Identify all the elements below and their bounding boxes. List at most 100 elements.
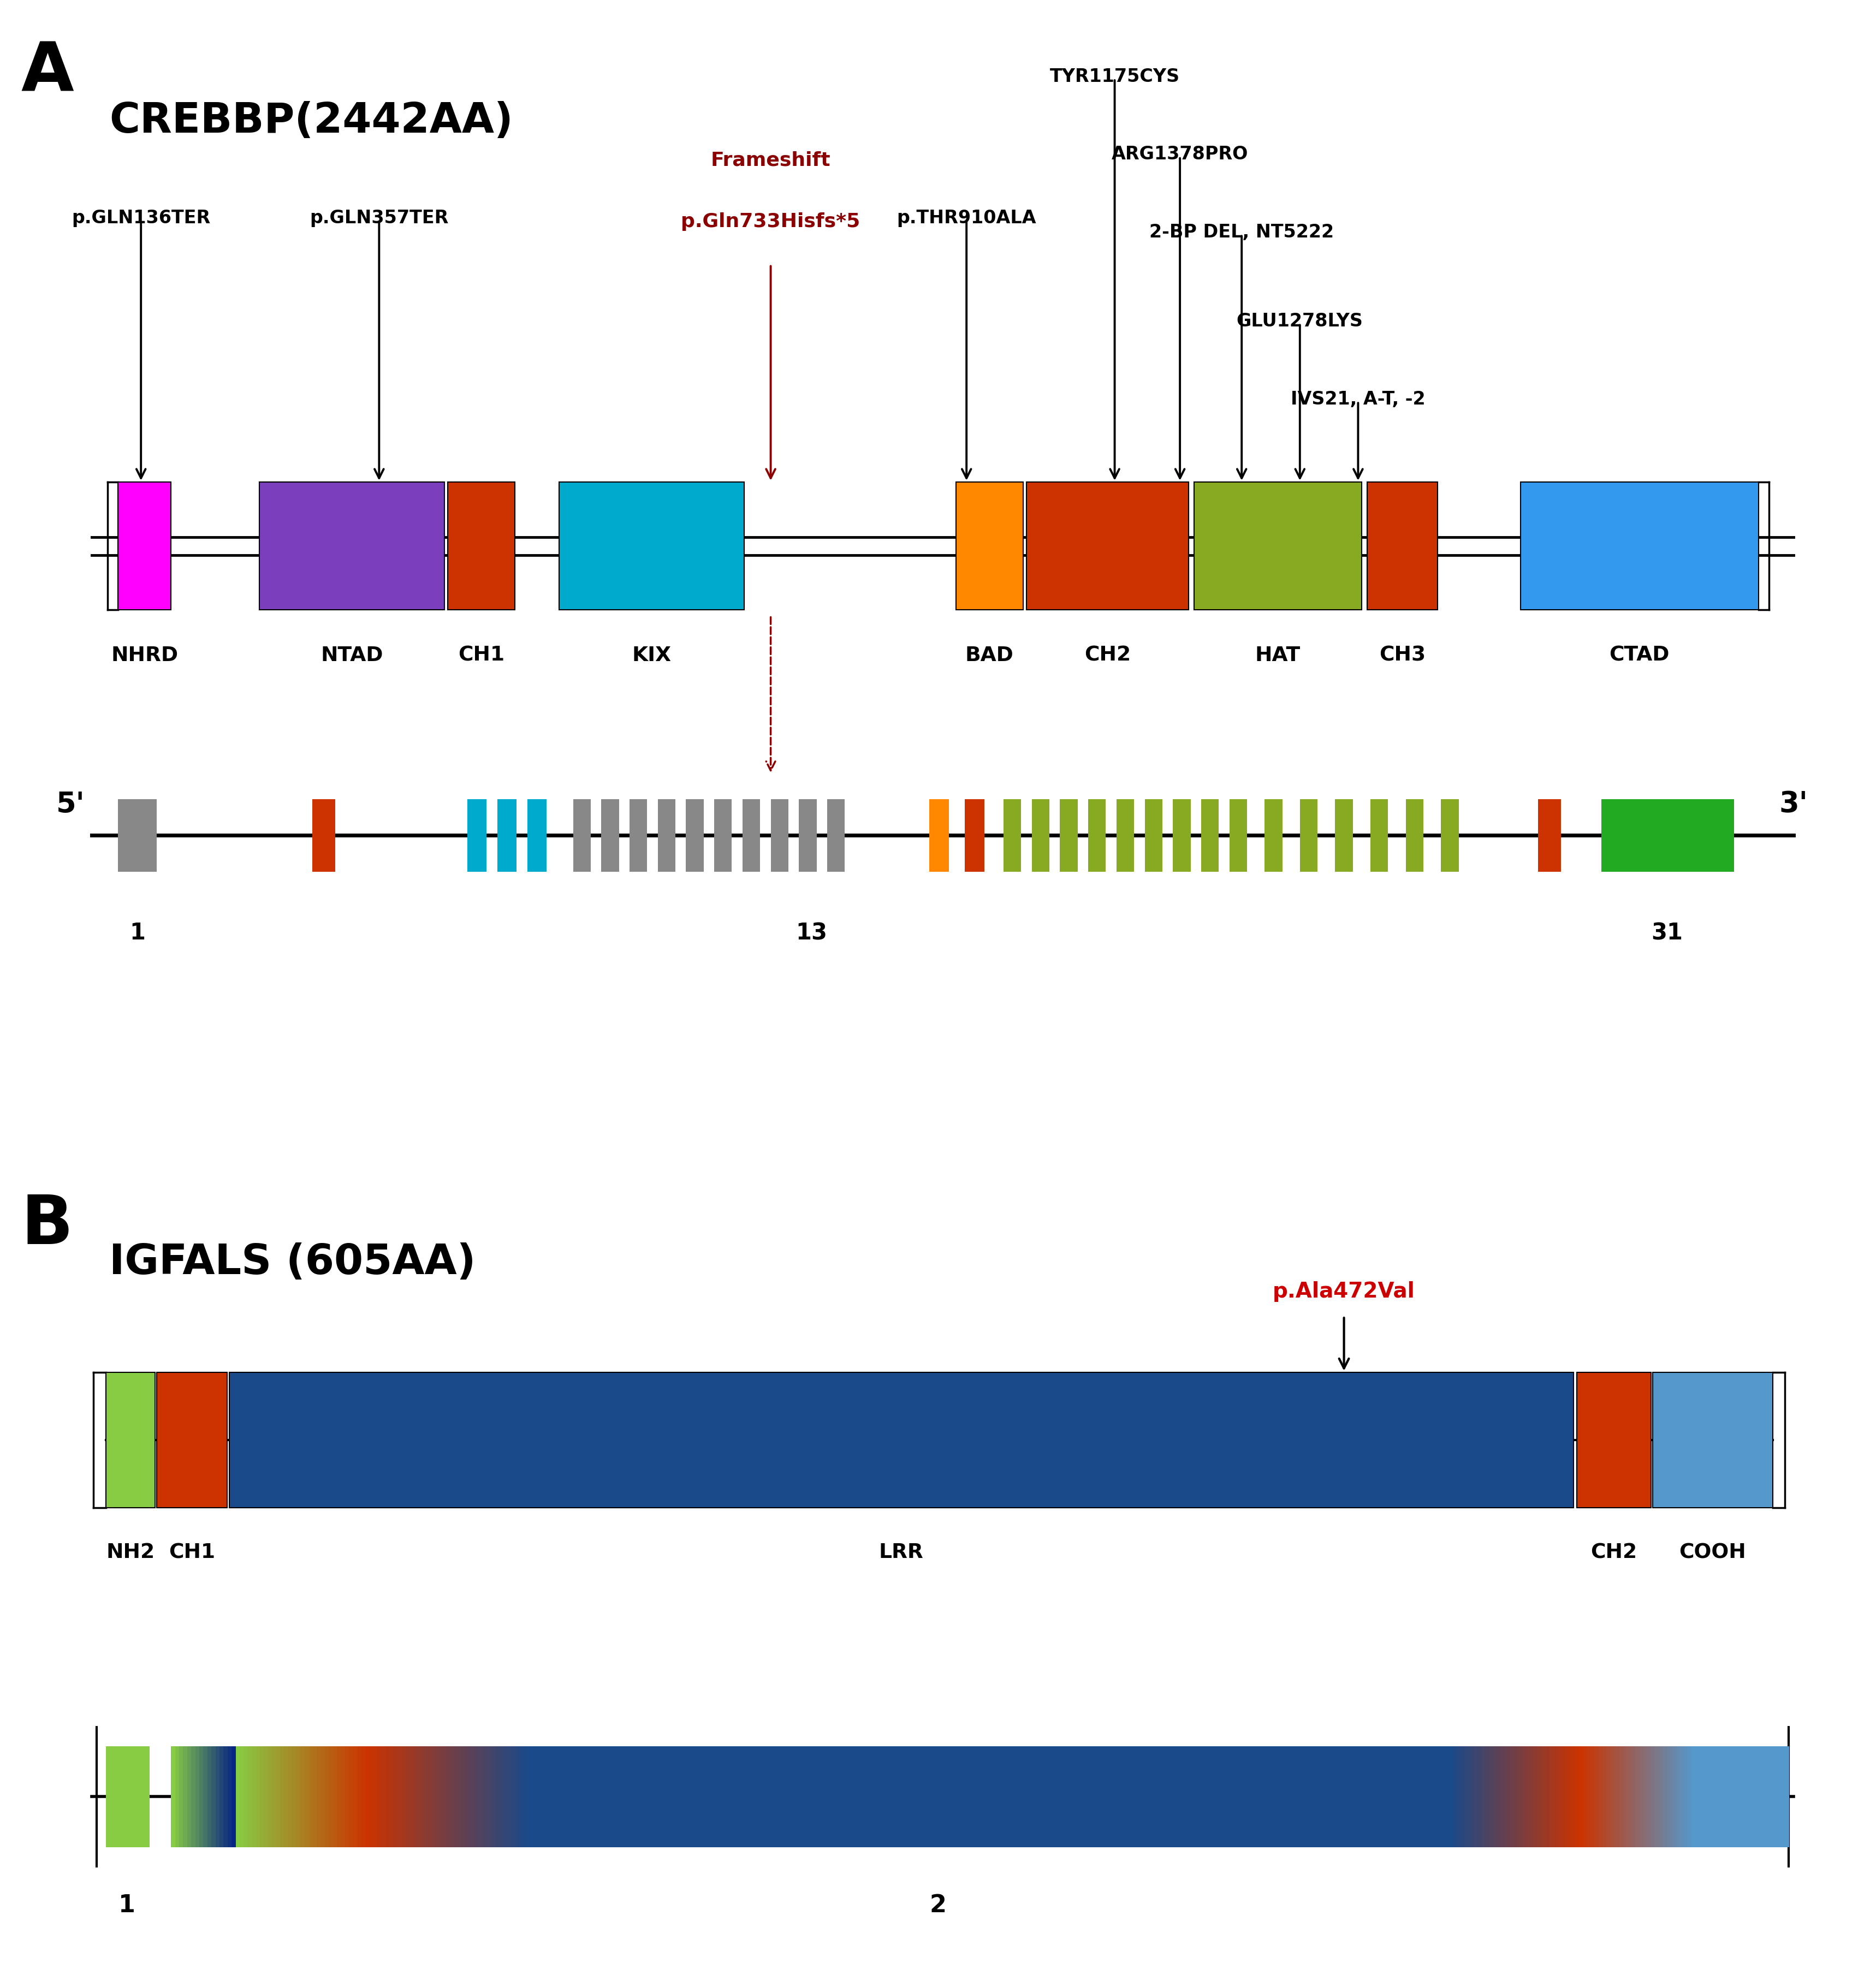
Bar — [118, 799, 158, 872]
Bar — [771, 799, 788, 872]
Text: CTAD: CTAD — [1610, 646, 1670, 666]
Bar — [846, 1747, 852, 1848]
Bar — [1049, 1747, 1052, 1848]
Bar — [1056, 1747, 1062, 1848]
Bar — [1283, 1747, 1287, 1848]
Bar — [979, 1747, 985, 1848]
Bar — [814, 1747, 818, 1848]
Bar — [199, 1747, 204, 1848]
Bar — [929, 799, 949, 872]
Bar — [1315, 1747, 1321, 1848]
Bar — [1011, 1747, 1017, 1848]
Bar — [283, 1747, 289, 1848]
Bar — [1595, 1747, 1598, 1848]
Bar — [461, 1747, 467, 1848]
Bar — [902, 1747, 908, 1848]
Bar — [1032, 1747, 1037, 1848]
Bar — [1388, 1747, 1392, 1848]
Bar — [657, 1747, 660, 1848]
Bar — [1578, 1747, 1583, 1848]
Bar — [1000, 1747, 1004, 1848]
Bar — [1600, 799, 1733, 872]
Bar — [178, 1747, 184, 1848]
Bar — [1724, 1747, 1728, 1848]
Bar — [1576, 1373, 1651, 1508]
Bar — [1052, 1747, 1058, 1848]
Bar — [1756, 1747, 1760, 1848]
Bar — [1445, 1747, 1450, 1848]
Bar — [658, 799, 675, 872]
Bar — [608, 1747, 612, 1848]
Bar — [1589, 1747, 1595, 1848]
Bar — [983, 1747, 989, 1848]
Bar — [1137, 1747, 1142, 1848]
Bar — [1360, 1747, 1364, 1848]
Text: BAD: BAD — [964, 646, 1013, 666]
Bar — [842, 1747, 846, 1848]
Bar — [486, 1747, 492, 1848]
Bar — [1067, 1747, 1073, 1848]
Bar — [1748, 1747, 1752, 1848]
Bar — [827, 799, 844, 872]
Bar — [360, 1747, 366, 1848]
Text: ARG1378PRO: ARG1378PRO — [1111, 145, 1248, 163]
Bar — [1687, 1747, 1692, 1848]
Bar — [1105, 1747, 1111, 1848]
Bar — [1441, 799, 1458, 872]
Bar — [705, 1747, 709, 1848]
Bar — [118, 483, 171, 610]
Text: NH2: NH2 — [107, 1542, 154, 1562]
Bar — [1287, 1747, 1291, 1848]
Bar — [1452, 1747, 1458, 1848]
Bar — [1497, 1747, 1503, 1848]
Bar — [441, 1747, 446, 1848]
Bar — [366, 1747, 370, 1848]
Bar — [790, 1747, 794, 1848]
Bar — [1566, 1747, 1570, 1848]
Bar — [409, 1747, 415, 1848]
Bar — [987, 1747, 992, 1848]
Bar — [1448, 1747, 1454, 1848]
Text: GLU1278LYS: GLU1278LYS — [1236, 312, 1362, 330]
Bar — [623, 1747, 628, 1848]
Text: Frameshift: Frameshift — [711, 151, 831, 169]
Bar — [1172, 799, 1189, 872]
Bar — [1465, 1747, 1469, 1848]
Bar — [1384, 1747, 1388, 1848]
Bar — [1514, 1747, 1518, 1848]
Bar — [437, 1747, 443, 1848]
Text: B: B — [21, 1192, 73, 1258]
Text: 3': 3' — [1778, 791, 1807, 819]
Bar — [1060, 799, 1077, 872]
Bar — [1518, 1747, 1521, 1848]
Bar — [1308, 1747, 1311, 1848]
Bar — [105, 1747, 150, 1848]
Bar — [1189, 1747, 1195, 1848]
Bar — [1570, 1747, 1574, 1848]
Text: 13: 13 — [795, 922, 827, 944]
Bar — [1097, 1747, 1101, 1848]
Bar — [1165, 1747, 1171, 1848]
Bar — [345, 1747, 349, 1848]
Bar — [1550, 1747, 1555, 1848]
Bar — [882, 1747, 887, 1848]
Bar — [381, 1747, 386, 1848]
Text: CREBBP(2442AA): CREBBP(2442AA) — [109, 101, 512, 141]
Bar — [493, 1747, 499, 1848]
Bar — [1735, 1747, 1741, 1848]
Bar — [265, 1747, 268, 1848]
Bar — [1658, 1747, 1664, 1848]
Bar — [349, 1747, 355, 1848]
Bar — [850, 1747, 855, 1848]
Bar — [1193, 483, 1362, 610]
Bar — [1238, 1747, 1244, 1848]
Bar — [1129, 1747, 1133, 1848]
Bar — [1122, 1747, 1126, 1848]
Bar — [563, 1747, 568, 1848]
Bar — [700, 1747, 705, 1848]
Bar — [1780, 1747, 1784, 1848]
Bar — [643, 1747, 649, 1848]
Bar — [1227, 1747, 1231, 1848]
Bar — [1598, 1747, 1602, 1848]
Bar — [968, 1747, 972, 1848]
